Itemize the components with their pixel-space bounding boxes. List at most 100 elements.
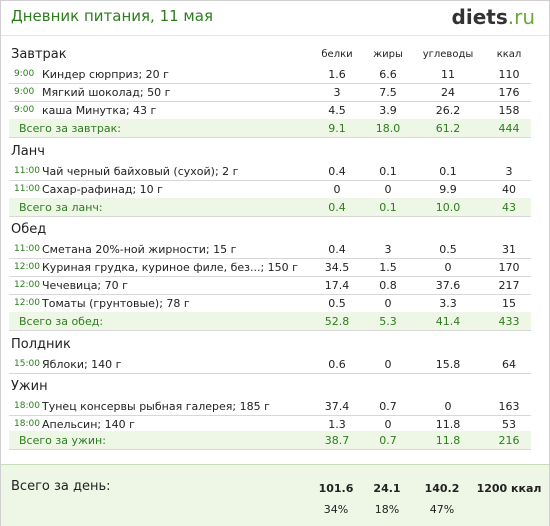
logo-suffix: .ru bbox=[507, 5, 535, 29]
column-header-protein: белки bbox=[321, 49, 353, 60]
fat-value: 3 bbox=[384, 243, 392, 256]
protein-value: 4.5 bbox=[328, 104, 346, 117]
food-row[interactable]: 11:00 Сахар-рафинад; 10 г 0 0 9.9 40 bbox=[9, 180, 531, 199]
logo-main: diets bbox=[451, 5, 508, 29]
carbs-value: 0.1 bbox=[439, 165, 457, 178]
protein-total: 9.1 bbox=[328, 122, 346, 135]
kcal-value: 40 bbox=[502, 183, 516, 196]
section-title-snack: Полдник bbox=[11, 337, 71, 352]
food-name[interactable]: каша Минутка; 43 г bbox=[42, 104, 157, 117]
carbs-value: 0.5 bbox=[439, 243, 457, 256]
fat-value: 0.7 bbox=[379, 400, 397, 413]
kcal-total: 444 bbox=[498, 122, 520, 135]
food-row[interactable]: 15:00 Яблоки; 140 г 0.6 0 15.8 64 bbox=[9, 355, 531, 374]
fat-value: 0.8 bbox=[379, 279, 397, 292]
carbs-value: 11.8 bbox=[435, 418, 461, 431]
section-total-row: Всего за обед: 52.8 5.3 41.4 433 bbox=[9, 312, 531, 331]
section-title-dinner: Обед bbox=[11, 222, 47, 237]
food-row[interactable]: 18:00 Тунец консервы рыбная галерея; 185… bbox=[9, 397, 531, 416]
total-label: Всего за обед: bbox=[19, 315, 104, 328]
fat-total: 18.0 bbox=[375, 122, 401, 135]
food-row[interactable]: 12:00 Куриная грудка, куриное филе, без.… bbox=[9, 258, 531, 277]
protein-value: 0 bbox=[333, 183, 341, 196]
total-label: Всего за завтрак: bbox=[19, 122, 122, 135]
diets-logo[interactable]: diets.ru bbox=[452, 5, 535, 29]
kcal-value: 53 bbox=[502, 418, 516, 431]
day-carbs-total: 140.2 bbox=[424, 482, 460, 495]
fat-value: 0 bbox=[384, 418, 392, 431]
protein-value: 17.4 bbox=[324, 279, 350, 292]
protein-total: 52.8 bbox=[324, 315, 350, 328]
day-carbs-percent: 47% bbox=[429, 503, 455, 516]
protein-value: 0.4 bbox=[328, 165, 346, 178]
meal-time: 11:00 bbox=[14, 244, 40, 254]
food-name[interactable]: Яблоки; 140 г bbox=[42, 358, 122, 371]
food-row[interactable]: 9:00 Киндер сюрприз; 20 г 1.6 6.6 11 110 bbox=[9, 65, 531, 84]
section-title-lunch: Ланч bbox=[11, 144, 45, 159]
fat-total: 0.7 bbox=[379, 434, 397, 447]
carbs-value: 3.3 bbox=[439, 297, 457, 310]
total-label: Всего за ланч: bbox=[19, 201, 103, 214]
protein-value: 3 bbox=[333, 86, 341, 99]
day-kcal-total: 1200 ккал bbox=[476, 482, 542, 495]
meal-time: 15:00 bbox=[14, 359, 40, 369]
day-total-panel: Всего за день: 101.6 24.1 140.2 1200 кка… bbox=[1, 464, 549, 526]
day-protein-percent: 34% bbox=[323, 503, 349, 516]
day-total-label: Всего за день: bbox=[11, 479, 111, 494]
meal-time: 18:00 bbox=[14, 401, 40, 411]
day-fat-total: 24.1 bbox=[373, 482, 401, 495]
food-name[interactable]: Сахар-рафинад; 10 г bbox=[42, 183, 163, 196]
food-name[interactable]: Сметана 20%-ной жирности; 15 г bbox=[42, 243, 237, 256]
kcal-value: 64 bbox=[502, 358, 516, 371]
fat-value: 0 bbox=[384, 297, 392, 310]
food-name[interactable]: Мягкий шоколад; 50 г bbox=[42, 86, 171, 99]
header: Дневник питания, 11 мая diets.ru bbox=[1, 1, 549, 36]
food-name[interactable]: Апельсин; 140 г bbox=[42, 418, 135, 431]
kcal-total: 43 bbox=[502, 201, 516, 214]
carbs-total: 10.0 bbox=[435, 201, 461, 214]
food-row[interactable]: 9:00 каша Минутка; 43 г 4.5 3.9 26.2 158 bbox=[9, 101, 531, 120]
meal-time: 12:00 bbox=[14, 262, 40, 272]
protein-total: 0.4 bbox=[328, 201, 346, 214]
meal-time: 9:00 bbox=[14, 87, 35, 97]
food-name[interactable]: Куриная грудка, куриное филе, без...; 15… bbox=[42, 261, 298, 274]
food-name[interactable]: Томаты (грунтовые); 78 г bbox=[42, 297, 190, 310]
column-header-fat: жиры bbox=[373, 49, 403, 60]
food-row[interactable]: 11:00 Чай черный байховый (сухой); 2 г 0… bbox=[9, 162, 531, 181]
fat-value: 6.6 bbox=[379, 68, 397, 81]
kcal-value: 176 bbox=[498, 86, 520, 99]
carbs-value: 37.6 bbox=[435, 279, 461, 292]
food-row[interactable]: 11:00 Сметана 20%-ной жирности; 15 г 0.4… bbox=[9, 240, 531, 259]
meal-time: 18:00 bbox=[14, 419, 40, 429]
fat-total: 5.3 bbox=[379, 315, 397, 328]
carbs-value: 24 bbox=[441, 86, 455, 99]
protein-value: 0.6 bbox=[328, 358, 346, 371]
carbs-value: 11 bbox=[441, 68, 455, 81]
food-name[interactable]: Чечевица; 70 г bbox=[42, 279, 128, 292]
meal-time: 12:00 bbox=[14, 298, 40, 308]
food-name[interactable]: Тунец консервы рыбная галерея; 185 г bbox=[42, 400, 270, 413]
fat-value: 3.9 bbox=[379, 104, 397, 117]
carbs-value: 0 bbox=[444, 261, 452, 274]
fat-value: 0 bbox=[384, 358, 392, 371]
food-name[interactable]: Киндер сюрприз; 20 г bbox=[42, 68, 169, 81]
page-title: Дневник питания, 11 мая bbox=[11, 7, 213, 25]
food-row[interactable]: 9:00 Мягкий шоколад; 50 г 3 7.5 24 176 bbox=[9, 83, 531, 102]
protein-value: 1.3 bbox=[328, 418, 346, 431]
day-protein-total: 101.6 bbox=[318, 482, 354, 495]
food-name[interactable]: Чай черный байховый (сухой); 2 г bbox=[42, 165, 239, 178]
section-total-row: Всего за ланч: 0.4 0.1 10.0 43 bbox=[9, 198, 531, 217]
fat-value: 0.1 bbox=[379, 165, 397, 178]
carbs-total: 41.4 bbox=[435, 315, 461, 328]
section-title-breakfast: Завтрак bbox=[11, 47, 67, 62]
protein-value: 34.5 bbox=[324, 261, 350, 274]
food-row[interactable]: 12:00 Томаты (грунтовые); 78 г 0.5 0 3.3… bbox=[9, 294, 531, 313]
day-fat-percent: 18% bbox=[374, 503, 400, 516]
fat-value: 0 bbox=[384, 183, 392, 196]
section-total-row: Всего за завтрак: 9.1 18.0 61.2 444 bbox=[9, 119, 531, 138]
fat-value: 1.5 bbox=[379, 261, 397, 274]
food-row[interactable]: 12:00 Чечевица; 70 г 17.4 0.8 37.6 217 bbox=[9, 276, 531, 295]
protein-value: 1.6 bbox=[328, 68, 346, 81]
protein-value: 0.5 bbox=[328, 297, 346, 310]
